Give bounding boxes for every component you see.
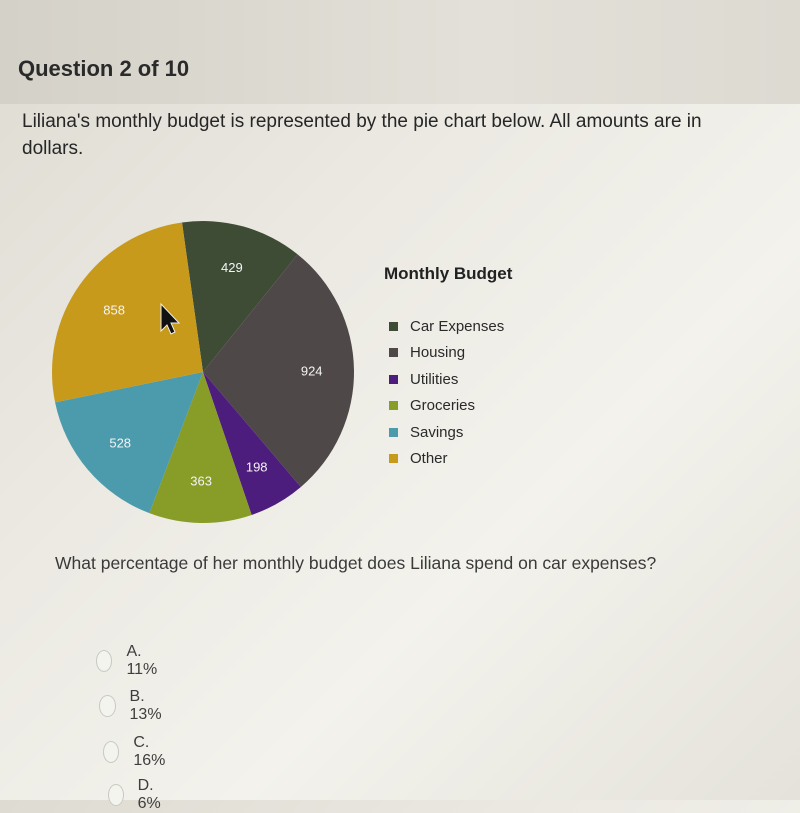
question-text: Liliana's monthly budget is represented … [22, 111, 702, 159]
option-c[interactable]: C. 16% [103, 734, 171, 770]
legend-swatch [389, 348, 398, 358]
legend-label: Groceries [410, 397, 476, 415]
radio-button[interactable] [99, 695, 116, 717]
slice-value-label: 858 [103, 302, 125, 317]
pie-slice-car-expenses [181, 221, 298, 372]
slice-value-label: 198 [246, 460, 268, 475]
radio-button[interactable] [108, 784, 124, 806]
mouse-cursor-icon [160, 302, 181, 335]
option-label: D. 6% [137, 777, 161, 812]
legend-label: Savings [410, 423, 464, 441]
question-header [0, 0, 800, 104]
legend-swatch [389, 374, 398, 384]
slice-value-label: 924 [301, 363, 323, 378]
option-label: C. 16% [133, 734, 166, 769]
legend-swatch [389, 454, 398, 464]
legend-swatch [389, 427, 398, 437]
legend: Car Expenses Housing Utilities Groceries… [389, 313, 504, 472]
option-label: B. 13% [129, 688, 162, 723]
legend-title: Monthly Budget [384, 264, 513, 283]
slice-value-label: 429 [221, 260, 243, 275]
legend-label: Utilities [410, 370, 459, 388]
pie-slice-groceries [149, 372, 252, 523]
legend-swatch [389, 321, 398, 331]
legend-item-groceries: Groceries [389, 393, 504, 420]
pie-slice-utilities [203, 372, 301, 515]
option-label: A. 11% [126, 643, 158, 678]
legend-swatch [389, 401, 398, 411]
legend-item-utilities: Utilities [389, 366, 504, 393]
slice-value-label: 528 [109, 435, 131, 450]
radio-button[interactable] [96, 650, 113, 672]
legend-label: Housing [410, 344, 466, 362]
question-prompt: What percentage of her monthly budget do… [55, 553, 657, 573]
legend-label: Car Expenses [410, 317, 505, 335]
option-d[interactable]: D. 6% [108, 777, 167, 813]
option-a[interactable]: A. 11% [96, 643, 163, 679]
pie-slice-other [52, 222, 204, 403]
question-number: Question 2 of 10 [18, 56, 190, 81]
legend-item-car-expenses: Car Expenses [389, 313, 504, 340]
legend-item-savings: Savings [389, 419, 504, 446]
slice-value-label: 363 [190, 474, 212, 489]
legend-item-housing: Housing [389, 340, 504, 367]
option-b[interactable]: B. 13% [99, 688, 167, 724]
legend-item-other: Other [389, 446, 504, 473]
legend-label: Other [410, 450, 448, 468]
pie-slice-housing [203, 254, 354, 487]
radio-button[interactable] [103, 741, 120, 763]
pie-slice-savings [55, 372, 203, 514]
